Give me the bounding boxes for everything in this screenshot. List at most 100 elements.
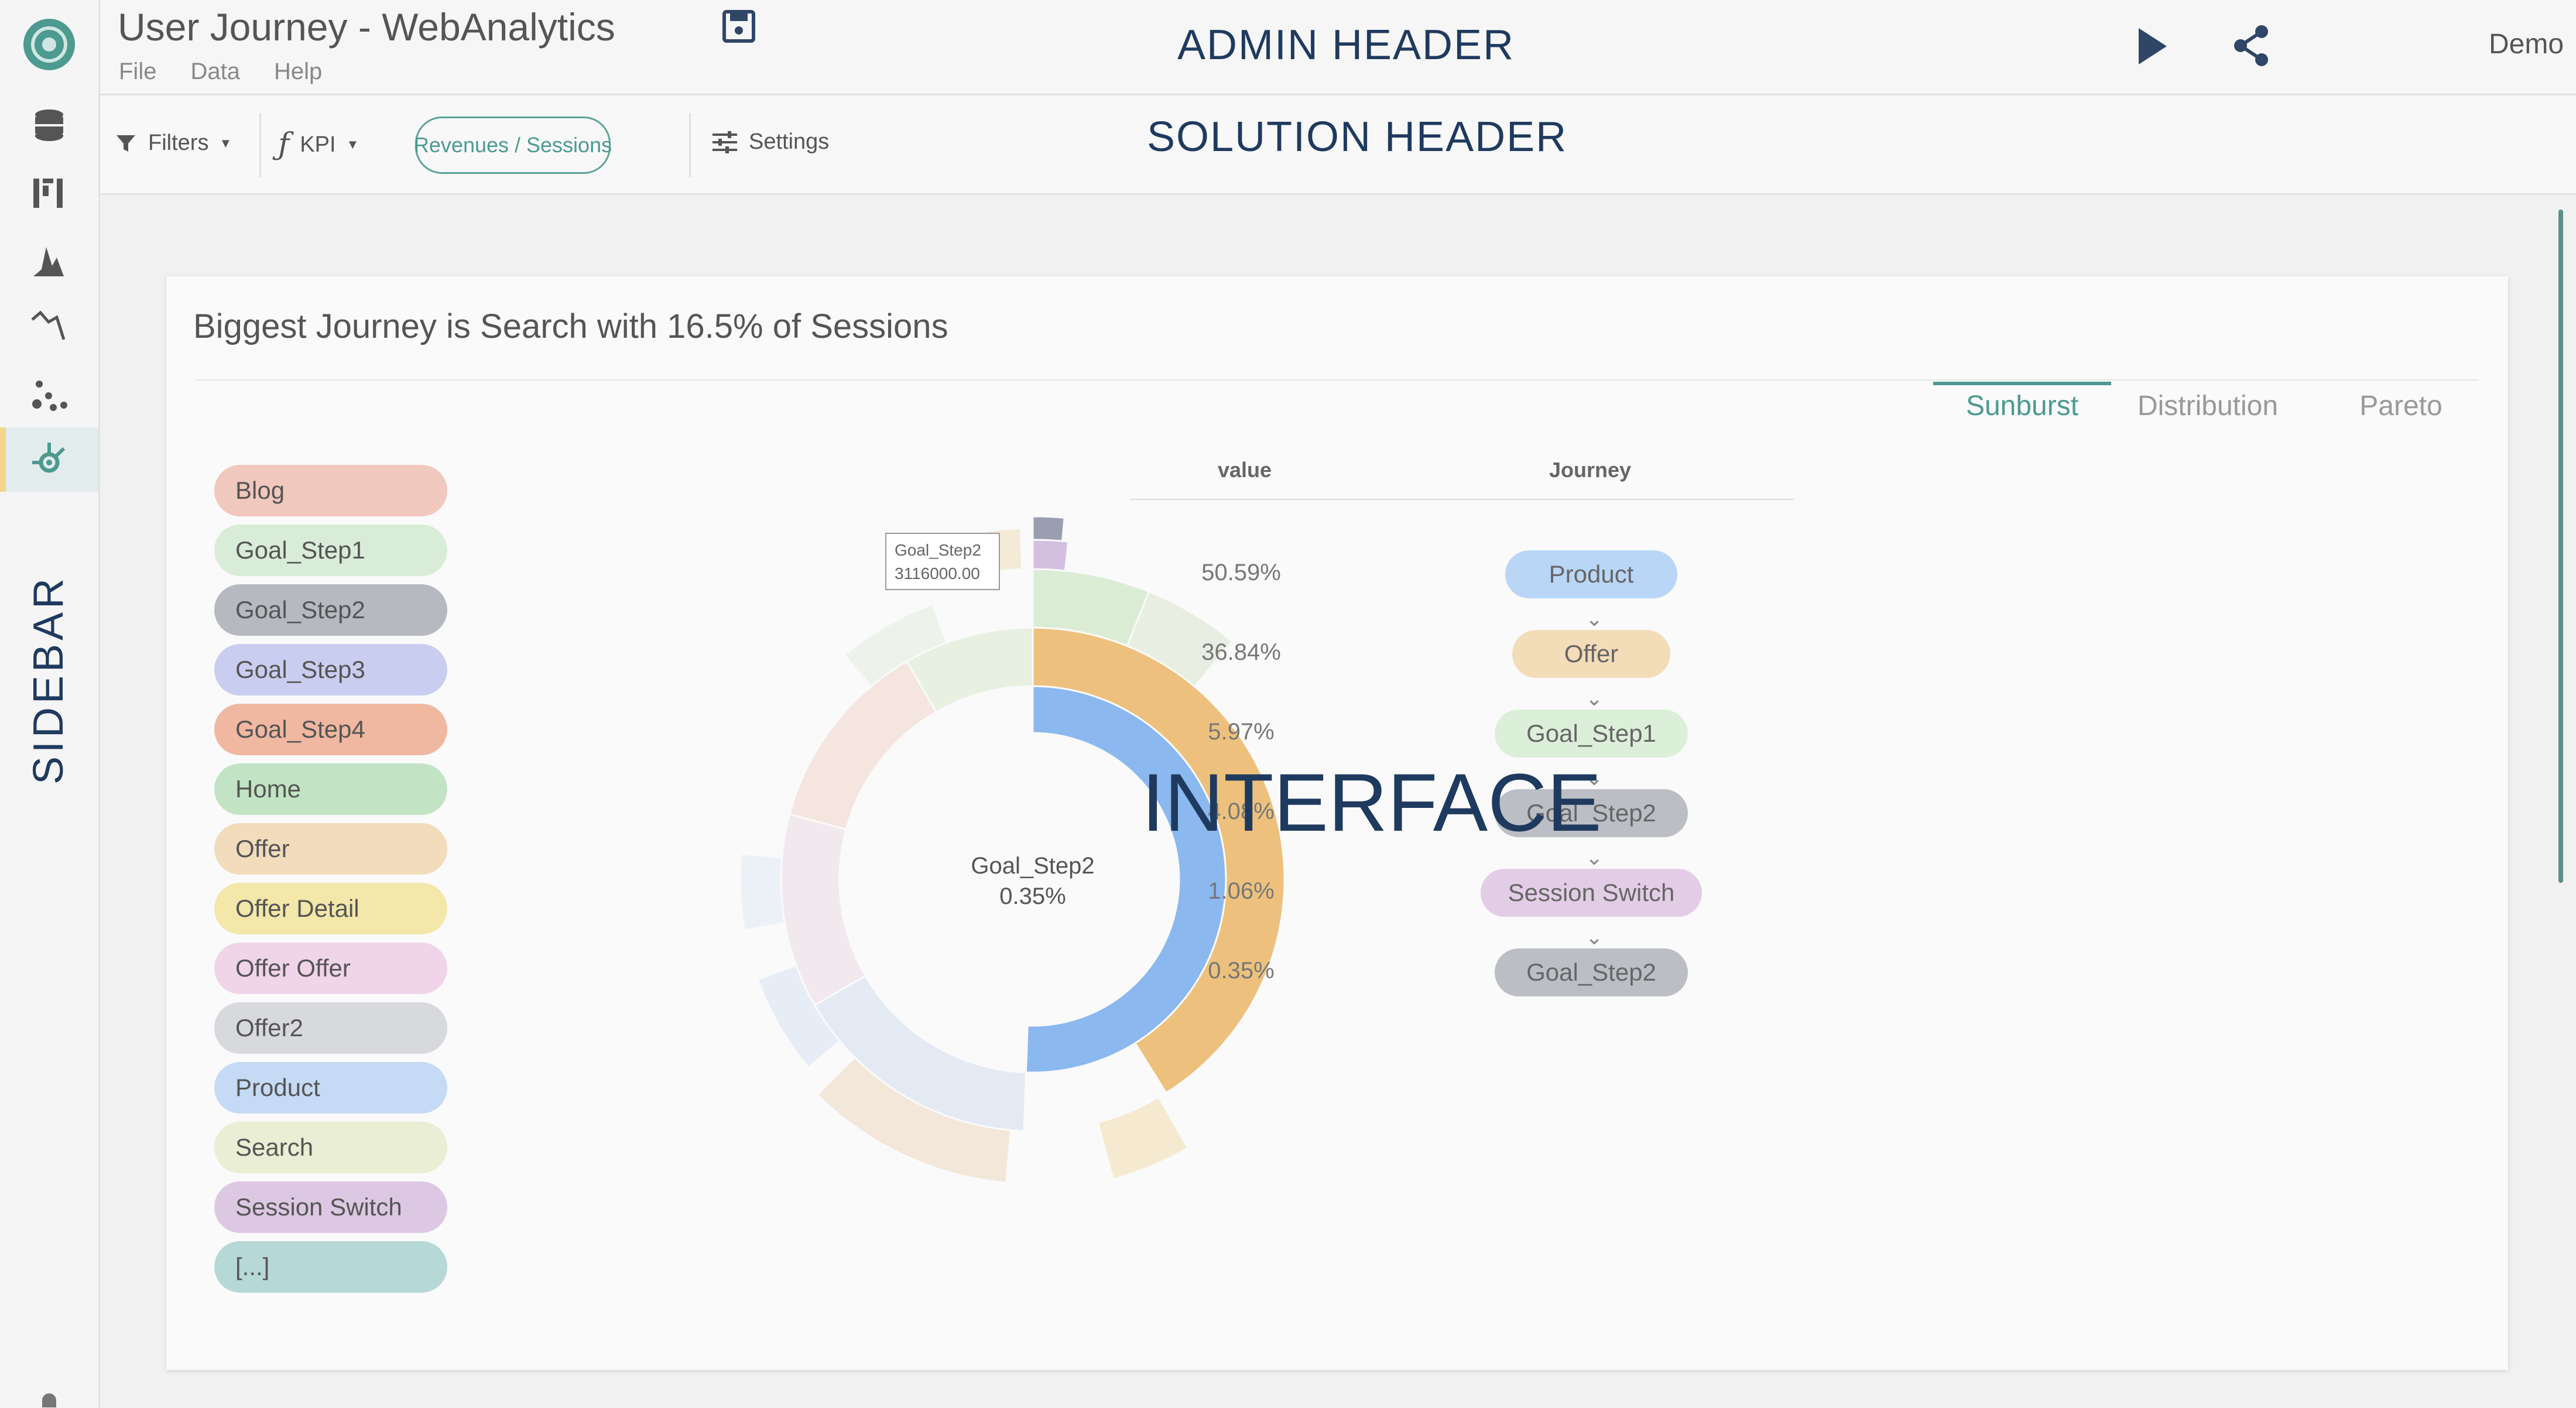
journey-step-pill[interactable]: Goal_Step2 bbox=[1495, 948, 1688, 996]
chevron-down-icon: ⌄ bbox=[1585, 845, 1604, 869]
settings-button[interactable]: Settings bbox=[711, 129, 829, 155]
sunburst-segment-offer[interactable] bbox=[1032, 626, 1286, 1094]
kpi-button[interactable]: ƒ KPI ▼ bbox=[278, 127, 359, 162]
settings-icon[interactable] bbox=[42, 1393, 56, 1407]
chevron-down-icon: ⌄ bbox=[1585, 766, 1604, 790]
sunburst-center-label: Goal_Step2 bbox=[971, 853, 1094, 879]
legend-item[interactable]: Offer Detail bbox=[214, 883, 447, 934]
table-row: 4.08% Goal_Step2 ⌄ bbox=[1130, 784, 1794, 869]
journey-step-pill[interactable]: Goal_Step1 bbox=[1495, 710, 1688, 758]
table-row: 5.97% Goal_Step1 ⌄ bbox=[1130, 705, 1794, 790]
legend-item[interactable]: Offer bbox=[214, 823, 447, 875]
legend-item[interactable]: [...] bbox=[214, 1241, 447, 1293]
database-icon[interactable] bbox=[0, 94, 98, 158]
tab-sunburst[interactable]: Sunburst bbox=[1933, 382, 2111, 430]
table-row: 50.59% Product ⌄ bbox=[1130, 546, 1794, 631]
chevron-down-icon: ⌄ bbox=[1585, 686, 1604, 710]
app-logo-icon[interactable] bbox=[21, 16, 77, 73]
solution-header: Filters ▼ ƒ KPI ▼ Revenues / Sessions Se… bbox=[100, 95, 2576, 195]
sidebar: SIDEBAR bbox=[0, 0, 100, 1408]
scatter-icon[interactable] bbox=[0, 363, 98, 427]
bar-chart-icon[interactable] bbox=[0, 161, 98, 225]
menu-bar: File Data Help bbox=[119, 59, 322, 85]
card-title: Biggest Journey is Search with 16.5% of … bbox=[193, 307, 948, 345]
kpi-value-button[interactable]: Revenues / Sessions bbox=[414, 117, 612, 174]
table-row: 36.84% Offer ⌄ bbox=[1130, 625, 1794, 710]
toolbar-divider bbox=[259, 113, 261, 177]
legend-item[interactable]: Product bbox=[214, 1062, 447, 1114]
sunburst-segment[interactable] bbox=[739, 852, 786, 931]
play-icon[interactable] bbox=[2132, 23, 2171, 69]
user-name[interactable]: Demo bbox=[2489, 29, 2564, 60]
column-header-value: value bbox=[1218, 458, 1272, 482]
sunburst-segment[interactable] bbox=[843, 603, 948, 688]
kpi-label: KPI bbox=[300, 132, 336, 157]
settings-label: Settings bbox=[749, 129, 830, 154]
table-row: 0.35% Goal_Step2 bbox=[1130, 944, 1794, 1002]
menu-data[interactable]: Data bbox=[190, 59, 240, 84]
header-divider bbox=[1130, 499, 1794, 500]
table-row: 1.06% Session Switch ⌄ bbox=[1130, 864, 1794, 949]
sunburst-segment[interactable] bbox=[756, 964, 841, 1069]
chart-tooltip: Goal_Step2 3116000.00 bbox=[885, 533, 1000, 590]
tooltip-value: 3116000.00 bbox=[895, 564, 980, 583]
function-icon: ƒ bbox=[278, 127, 290, 162]
tab-pareto[interactable]: Pareto bbox=[2359, 390, 2443, 422]
chevron-down-icon: ⌄ bbox=[1585, 925, 1604, 949]
legend-item[interactable]: Home bbox=[214, 763, 447, 815]
menu-file[interactable]: File bbox=[119, 59, 157, 84]
sunburst-segment[interactable] bbox=[1097, 1096, 1190, 1180]
tooltip-label: Goal_Step2 bbox=[895, 541, 981, 559]
filters-button[interactable]: Filters ▼ bbox=[114, 131, 232, 156]
journey-card: Biggest Journey is Search with 16.5% of … bbox=[166, 276, 2508, 1370]
menu-help[interactable]: Help bbox=[273, 59, 323, 84]
save-icon[interactable] bbox=[721, 8, 757, 44]
legend-item[interactable]: Goal_Step4 bbox=[214, 704, 447, 755]
sunburst-segment[interactable] bbox=[1032, 515, 1066, 542]
legend-item[interactable]: Offer2 bbox=[214, 1002, 447, 1054]
journey-step-pill[interactable]: Goal_Step2 bbox=[1495, 789, 1688, 837]
sunburst-segment[interactable] bbox=[816, 1056, 1012, 1184]
legend-item[interactable]: Search bbox=[214, 1122, 447, 1173]
row-value: 50.59% bbox=[1201, 560, 1281, 585]
legend-item[interactable]: Blog bbox=[214, 465, 447, 516]
share-icon[interactable] bbox=[2231, 23, 2272, 68]
sunburst-segment[interactable] bbox=[1032, 539, 1070, 572]
sunburst-center-value: 0.35% bbox=[999, 883, 1066, 909]
sunburst-segment[interactable] bbox=[1126, 590, 1234, 688]
row-value: 0.35% bbox=[1208, 958, 1275, 984]
journey-step-pill[interactable]: Session Switch bbox=[1481, 869, 1702, 917]
row-value: 4.08% bbox=[1208, 799, 1275, 824]
line-chart-icon[interactable] bbox=[0, 293, 98, 357]
sunburst-chart[interactable]: Goal_Step2 0.35% bbox=[664, 475, 1308, 1283]
legend-item[interactable]: Goal_Step1 bbox=[214, 525, 447, 576]
tab-distribution[interactable]: Distribution bbox=[2137, 390, 2279, 422]
solution-header-annotation: SOLUTION HEADER bbox=[1147, 114, 1568, 160]
divider bbox=[196, 379, 2479, 381]
chevron-down-icon: ▼ bbox=[219, 135, 232, 150]
app-title: User Journey - WebAnalytics bbox=[118, 5, 615, 49]
scrollbar[interactable] bbox=[2558, 210, 2563, 883]
filter-icon bbox=[117, 135, 135, 152]
filters-label: Filters bbox=[148, 131, 209, 155]
legend-item[interactable]: Goal_Step2 bbox=[214, 584, 447, 636]
row-value: 5.97% bbox=[1208, 719, 1275, 745]
distribution-icon[interactable] bbox=[0, 228, 98, 293]
journey-icon[interactable] bbox=[0, 427, 98, 492]
legend-item[interactable]: Session Switch bbox=[214, 1181, 447, 1233]
row-value: 36.84% bbox=[1201, 639, 1281, 665]
journey-step-pill[interactable]: Product bbox=[1505, 550, 1677, 598]
chevron-down-icon: ⌄ bbox=[1585, 607, 1604, 631]
column-header-journey: Journey bbox=[1549, 458, 1632, 482]
legend-item[interactable]: Goal_Step3 bbox=[214, 644, 447, 696]
legend-item[interactable]: Offer Offer bbox=[214, 943, 447, 994]
view-tabs: Sunburst Distribution Pareto bbox=[1933, 382, 2498, 430]
sunburst-segment[interactable] bbox=[788, 660, 938, 831]
admin-header-annotation: ADMIN HEADER bbox=[1177, 22, 1515, 68]
journey-step-pill[interactable]: Offer bbox=[1512, 630, 1670, 678]
interface-annotation: INTERFACE bbox=[1142, 756, 1602, 848]
legend: Blog Goal_Step1 Goal_Step2 Goal_Step3 Goal_S… bbox=[214, 465, 447, 1301]
toolbar-divider bbox=[689, 113, 691, 177]
row-value: 1.06% bbox=[1208, 878, 1275, 904]
sliders-icon bbox=[712, 131, 737, 153]
